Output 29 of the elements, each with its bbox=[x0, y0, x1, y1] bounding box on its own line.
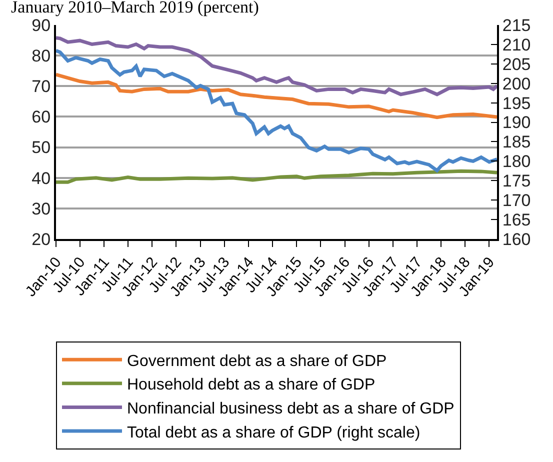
legend-label: Total debt as a share of GDP (right scale) bbox=[127, 424, 420, 442]
y-tick-label: 90 bbox=[32, 16, 51, 35]
chart-title: January 2010–March 2019 (percent) bbox=[11, 0, 259, 16]
legend-label: Nonfinancial business debt as a share of GDP bbox=[127, 400, 454, 418]
y-tick-label: 80 bbox=[32, 46, 51, 66]
y2-tick-label: 160 bbox=[502, 230, 531, 249]
y2-tick-label: 210 bbox=[502, 35, 531, 54]
y2-tick-label: 185 bbox=[502, 132, 531, 152]
line-series bbox=[56, 169, 497, 184]
line-series bbox=[56, 72, 497, 120]
y-tick-label: 30 bbox=[32, 199, 51, 218]
line-series bbox=[56, 36, 497, 96]
y-tick-label: 20 bbox=[32, 230, 51, 249]
legend-label: Government debt as a share of GDP bbox=[127, 352, 387, 370]
legend-label: Household debt as a share of GDP bbox=[127, 376, 376, 394]
y-tick-label: 70 bbox=[32, 77, 51, 96]
y2-tick-label: 180 bbox=[502, 152, 531, 172]
line-series bbox=[56, 48, 497, 172]
y-tick-label: 60 bbox=[32, 108, 51, 127]
y2-tick-label: 190 bbox=[502, 113, 531, 132]
y-tick-label: 50 bbox=[32, 138, 51, 158]
y-tick-label: 40 bbox=[32, 168, 51, 188]
y2-tick-label: 215 bbox=[502, 16, 531, 35]
y2-tick-label: 175 bbox=[502, 172, 531, 191]
y2-tick-label: 205 bbox=[502, 54, 531, 74]
y2-tick-label: 195 bbox=[502, 94, 531, 113]
y2-tick-label: 170 bbox=[502, 191, 531, 210]
y2-tick-label: 165 bbox=[502, 210, 531, 230]
y2-tick-label: 200 bbox=[502, 74, 531, 94]
